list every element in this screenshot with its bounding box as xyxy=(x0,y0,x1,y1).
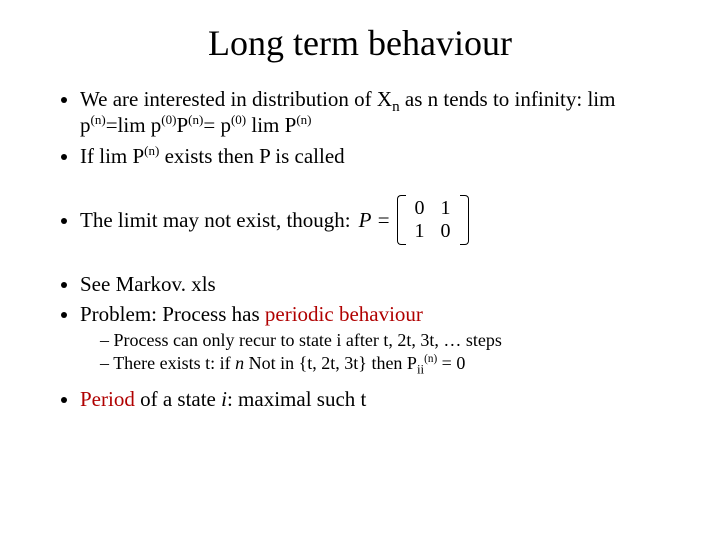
text: If lim P xyxy=(80,144,144,168)
text: lim P xyxy=(246,113,296,137)
text-red: Period xyxy=(80,387,135,411)
matrix-cell: 1 xyxy=(407,220,433,243)
italic-n: n xyxy=(235,353,244,373)
bullet-limit-notexist: The limit may not exist, though: P = 0 1… xyxy=(80,195,684,245)
sup: (n) xyxy=(91,112,106,127)
sub-bullet-exists-t: There exists t: if n Not in {t, 2t, 3t} … xyxy=(100,352,684,375)
limit-row: The limit may not exist, though: P = 0 1… xyxy=(80,195,684,245)
sup: (0) xyxy=(231,112,246,127)
spacer xyxy=(80,173,684,195)
matrix: 0 1 1 0 xyxy=(397,195,469,245)
text: Not in {t, 2t, 3t} then P xyxy=(244,353,417,373)
sup: (n) xyxy=(188,112,203,127)
text: See Markov. xls xyxy=(80,272,216,296)
matrix-expression: P = 0 1 1 0 xyxy=(359,195,469,245)
sup: (n) xyxy=(424,353,437,365)
sub-bullet-recur: Process can only recur to state i after … xyxy=(100,329,684,352)
matrix-label: P = xyxy=(359,207,391,233)
text: Process can only recur to state i after … xyxy=(114,330,502,350)
bullet-problem: Problem: Process has periodic behaviour … xyxy=(80,301,684,374)
matrix-cell: 0 xyxy=(433,220,459,243)
text: There exists t: if xyxy=(113,353,235,373)
bullet-distribution: We are interested in distribution of Xn … xyxy=(80,86,684,139)
spacer xyxy=(80,249,684,271)
text: P xyxy=(176,113,188,137)
text: The limit may not exist, though: xyxy=(80,207,351,233)
text: of a state xyxy=(135,387,221,411)
bullet-see-markov: See Markov. xls xyxy=(80,271,684,297)
text: =lim p xyxy=(106,113,162,137)
slide-title: Long term behaviour xyxy=(36,22,684,64)
sup: (n) xyxy=(144,143,159,158)
text: Problem: Process has xyxy=(80,302,265,326)
text: = p xyxy=(203,113,231,137)
sub-bullet-list: Process can only recur to state i after … xyxy=(80,329,684,374)
text-red: periodic behaviour xyxy=(265,302,423,326)
subscript-n: n xyxy=(392,99,400,115)
spacer xyxy=(80,378,684,386)
text: We are interested in distribution of X xyxy=(80,87,392,111)
text: exists then P is called xyxy=(159,144,344,168)
sup: (0) xyxy=(161,112,176,127)
bullet-if-lim: If lim P(n) exists then P is called xyxy=(80,143,684,169)
matrix-cell: 1 xyxy=(433,197,459,220)
matrix-cell: 0 xyxy=(407,197,433,220)
matrix-table: 0 1 1 0 xyxy=(407,197,459,243)
text: = 0 xyxy=(437,353,465,373)
text: : maximal such t xyxy=(227,387,366,411)
bullet-period: Period of a state i: maximal such t xyxy=(80,386,684,412)
slide: Long term behaviour We are interested in… xyxy=(0,0,720,435)
sup: (n) xyxy=(296,112,311,127)
bullet-list: We are interested in distribution of Xn … xyxy=(36,86,684,413)
